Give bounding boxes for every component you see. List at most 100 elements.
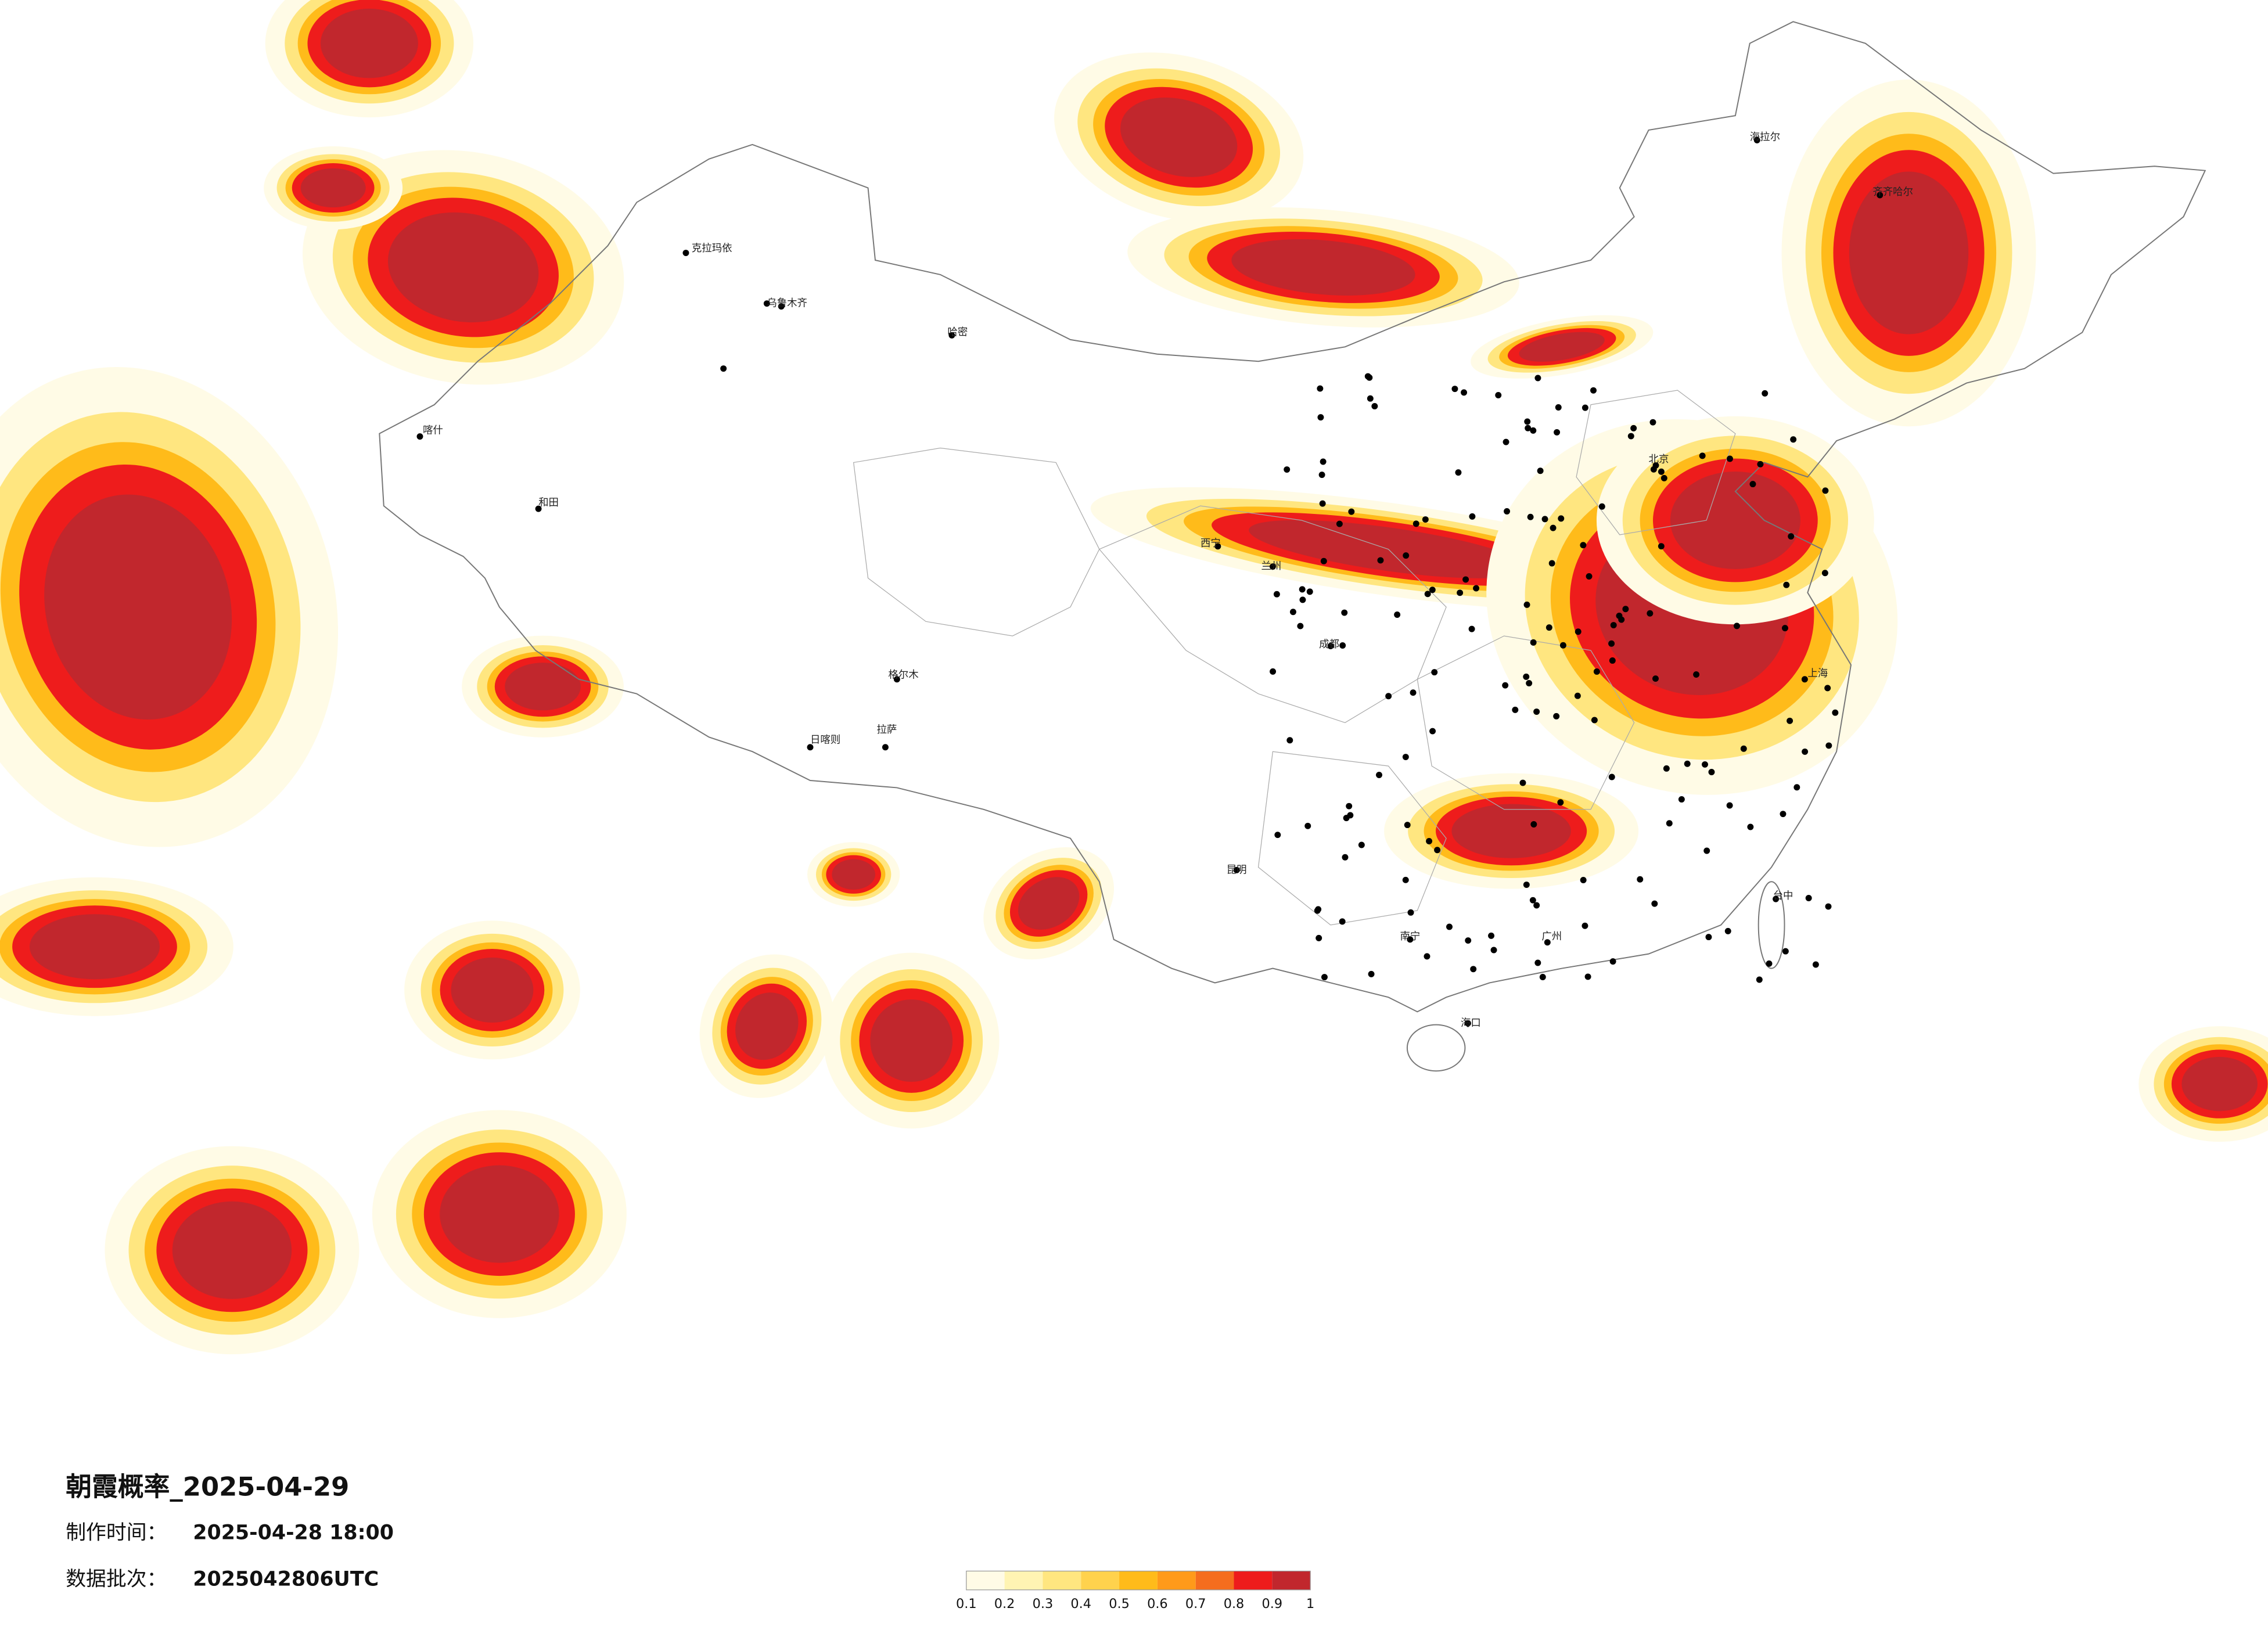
- city-dot: [1877, 192, 1884, 199]
- city-dot: [1407, 936, 1414, 943]
- city-dot: [882, 744, 889, 751]
- probability-area: [1670, 472, 1800, 569]
- probability-area: [387, 212, 539, 323]
- probability-area: [440, 1165, 559, 1263]
- city-dot: [1284, 466, 1291, 473]
- probability-area: [2181, 1057, 2258, 1111]
- city-dot: [1610, 622, 1617, 629]
- city-dot: [1790, 436, 1797, 443]
- city-dot: [1402, 754, 1409, 761]
- city-dot: [1548, 560, 1555, 567]
- probability-area: [832, 859, 875, 890]
- city-dot: [1678, 796, 1685, 803]
- city-dot: [1580, 542, 1587, 549]
- city-label: 哈密: [947, 326, 968, 338]
- colorbar-tick-label: 0.2: [994, 1596, 1015, 1611]
- city-dot: [1541, 516, 1548, 523]
- city-dot: [1708, 769, 1715, 776]
- city-dot: [1586, 573, 1593, 580]
- city-dot: [1327, 643, 1334, 650]
- city-dot: [1457, 589, 1464, 596]
- city-dot: [1555, 404, 1562, 411]
- city-dot: [1402, 876, 1409, 883]
- city-dot: [1274, 832, 1281, 839]
- city-dot: [1616, 612, 1623, 619]
- city-dot: [1470, 966, 1477, 973]
- city-label: 台中: [1773, 890, 1793, 902]
- city-dot: [1286, 737, 1293, 744]
- city-dot: [1469, 513, 1476, 520]
- colorbar-swatch: [1272, 1571, 1311, 1590]
- city-label: 兰州: [1261, 561, 1282, 573]
- city-dot: [1593, 668, 1600, 675]
- city-dot: [1336, 520, 1343, 527]
- city-dot: [1434, 847, 1441, 854]
- taiwan: [1757, 881, 1785, 969]
- probability-area: [1849, 171, 1969, 334]
- province-borders: [853, 390, 1736, 926]
- probability-area: [300, 168, 366, 208]
- city-dot: [1385, 693, 1392, 700]
- city-dot: [1462, 576, 1469, 583]
- city-dot: [1702, 761, 1708, 768]
- city-dot: [1734, 623, 1740, 629]
- colorbar-swatch: [1195, 1571, 1234, 1590]
- city-dot: [1339, 642, 1346, 649]
- city-dot: [1559, 642, 1566, 649]
- colorbar-swatch: [1119, 1571, 1158, 1590]
- hainan: [1406, 1024, 1466, 1072]
- city-dot: [1609, 657, 1616, 664]
- city-dot: [1747, 823, 1754, 830]
- city-dot: [1446, 923, 1453, 930]
- city-dot: [1270, 668, 1277, 675]
- city-labels: 克拉玛依 乌鲁木齐 喀什 和田 哈密 格尔木 拉萨 日喀则 西宁 兰州 成都 昆…: [423, 131, 1913, 1029]
- china-outline: [379, 21, 2206, 1013]
- city-dot: [1214, 543, 1221, 550]
- city-dot: [1580, 877, 1587, 883]
- city-dot: [1780, 811, 1787, 818]
- city-dot: [1584, 973, 1591, 980]
- city-dot: [1821, 570, 1828, 577]
- city-dot: [1582, 404, 1588, 411]
- probability-area: [451, 957, 534, 1023]
- batch: 2025042806UTC: [193, 1567, 379, 1591]
- city-dot: [1557, 799, 1564, 806]
- city-dot: [1591, 717, 1598, 724]
- city-dot: [778, 303, 785, 310]
- city-dot: [1404, 822, 1411, 829]
- city-dot: [1424, 953, 1430, 960]
- city-dot: [1465, 937, 1472, 944]
- city-dot: [1233, 866, 1240, 873]
- colorbar-tick-label: 0.9: [1262, 1596, 1283, 1611]
- city-dot: [1512, 706, 1519, 713]
- city-dot: [1832, 709, 1839, 716]
- city-dot: [1525, 425, 1532, 431]
- city-dot: [1793, 784, 1800, 791]
- city-dot: [1753, 136, 1760, 143]
- city-dot: [1321, 974, 1328, 981]
- city-dot: [1455, 469, 1462, 476]
- city-dot: [1339, 918, 1346, 925]
- city-dot: [1658, 543, 1665, 550]
- city-dot: [807, 744, 814, 751]
- city-dot: [1805, 895, 1812, 901]
- city-dot: [1490, 947, 1497, 954]
- city-label: 西宁: [1201, 538, 1221, 549]
- city-dot: [1550, 524, 1557, 531]
- city-dot: [1534, 375, 1541, 382]
- city-dot: [1429, 587, 1436, 593]
- colorbar-swatch: [1043, 1571, 1081, 1590]
- city-dot: [1376, 772, 1382, 778]
- city-dot: [1533, 708, 1540, 715]
- city-dot: [1502, 682, 1509, 689]
- city-dot: [1608, 640, 1615, 647]
- city-dot: [1608, 774, 1615, 780]
- city-label: 南宁: [1400, 931, 1420, 942]
- city-dot: [1726, 802, 1733, 809]
- probability-area: [735, 992, 799, 1060]
- city-dot: [1825, 742, 1832, 749]
- city-dot: [1473, 585, 1480, 592]
- city-dot: [1802, 748, 1809, 755]
- city-dot: [1306, 588, 1313, 595]
